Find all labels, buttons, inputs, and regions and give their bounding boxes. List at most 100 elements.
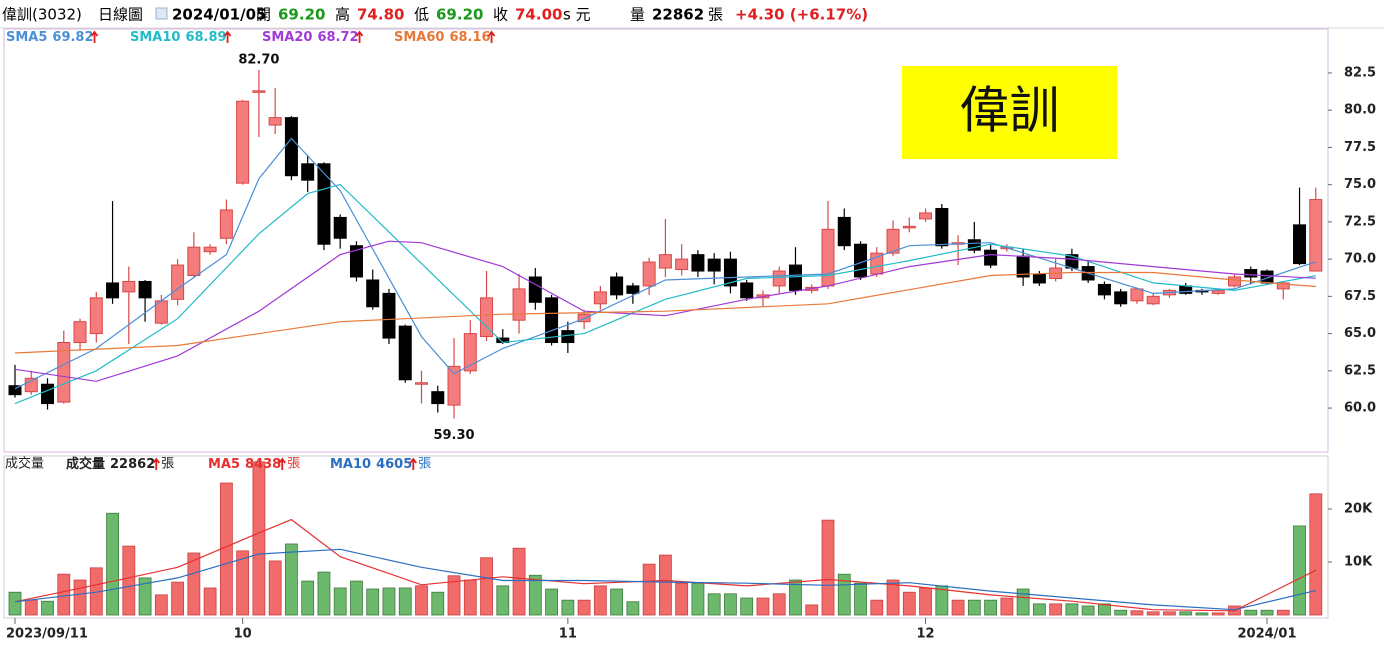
candle-body: [41, 383, 55, 405]
candle-body: [431, 391, 445, 405]
candle-body: [967, 239, 981, 251]
high-annotation: 82.70: [238, 52, 279, 67]
trend-arrow: [223, 30, 232, 43]
stock-name: 偉訓(3032): [2, 6, 82, 24]
volume-bar: [24, 599, 38, 616]
candle-body: [333, 216, 347, 239]
legend-unit: 張: [418, 457, 431, 472]
y-tick-label: 20K: [1344, 502, 1373, 517]
volume-bar: [41, 600, 54, 616]
candle-body: [707, 258, 721, 272]
period[interactable]: 日線圖: [98, 6, 143, 24]
candle-body: [284, 117, 298, 177]
legend-value: 68.72: [317, 30, 358, 45]
price-panel: [3, 28, 1329, 453]
legend-value: 69.82: [52, 30, 93, 45]
candle-body: [984, 249, 998, 266]
volume-bar: [73, 579, 87, 616]
legend-name: SMA60: [394, 30, 444, 45]
volume-bar: [1081, 605, 1095, 616]
volume-bar: [171, 581, 185, 616]
volume-bar: [577, 599, 591, 616]
volume-bar: [1065, 603, 1079, 616]
volume-bar: [57, 573, 71, 616]
volume-bar: [740, 597, 754, 616]
candle-body: [561, 330, 575, 344]
volume-bar: [1098, 603, 1111, 616]
currency: s 元: [563, 6, 591, 24]
stamp-text: 偉訓: [960, 82, 1060, 140]
volume-bar: [1130, 610, 1144, 616]
candle-body: [89, 297, 103, 335]
candle-body: [772, 270, 786, 287]
low-label: 低: [414, 6, 429, 24]
candle-body: [935, 207, 949, 247]
y-tick-label: 65.0: [1344, 326, 1376, 341]
trend-arrow: [90, 30, 99, 43]
candle-body: [610, 276, 624, 296]
volume-bar: [659, 554, 672, 616]
volume-bar: [626, 601, 640, 616]
volume-bar: [382, 587, 396, 616]
volume-bar: [8, 591, 22, 616]
volume-bar: [1195, 612, 1209, 616]
volume-bar: [285, 543, 298, 616]
volume-bar: [415, 585, 428, 616]
candle-body: [642, 261, 656, 287]
candle-body: [398, 325, 412, 381]
candle-body: [1309, 199, 1323, 272]
low-value: 69.20: [436, 6, 483, 24]
volume-bar: [561, 599, 575, 616]
volume-bar: [1163, 611, 1176, 616]
volume-bar: [1276, 609, 1290, 616]
volume-bar: [805, 604, 819, 616]
candle-body: [138, 280, 152, 299]
volume-bar: [1260, 609, 1274, 616]
volume-bar: [919, 587, 932, 616]
candle-body: [366, 279, 380, 308]
volume-bar: [236, 550, 250, 616]
checkbox-icon[interactable]: [155, 7, 168, 20]
volume-bar: [854, 582, 867, 616]
candle-body: [447, 365, 461, 406]
header-bar: [0, 0, 1384, 28]
ma-line: [14, 518, 1317, 612]
volume-value: 22862: [652, 6, 704, 24]
volume-bar: [902, 591, 916, 616]
candle-body: [236, 100, 250, 184]
candle-body: [821, 228, 835, 287]
candle-body: [317, 163, 331, 245]
volume-bar: [106, 512, 119, 616]
trend-arrow: [278, 457, 286, 470]
volume-bar: [951, 599, 965, 616]
y-tick-label: 62.5: [1344, 363, 1376, 378]
candle-body: [1146, 295, 1160, 305]
volume-bar: [496, 585, 510, 616]
volume-bar: [984, 599, 997, 616]
candle-body: [349, 245, 363, 278]
trend-arrow: [355, 30, 364, 43]
legend-value: 8438: [245, 457, 281, 472]
volume-bar: [203, 587, 217, 616]
volume-bar: [317, 571, 331, 616]
candle-body: [415, 382, 428, 385]
candle-body: [268, 117, 282, 126]
open-label: 開: [256, 6, 271, 24]
legend-unit: 張: [287, 457, 300, 472]
volume-bar: [1114, 609, 1128, 616]
volume-bar: [772, 593, 786, 616]
volume-bar: [1016, 588, 1030, 616]
legend-entry: SMA20 68.72: [262, 30, 359, 45]
trend-arrow: [152, 457, 160, 470]
x-tick-label: 10: [234, 627, 252, 642]
legend-entry: SMA5 69.82: [6, 30, 94, 45]
candle-body: [675, 258, 689, 271]
volume-bar: [398, 587, 412, 616]
legend-name: MA5: [208, 457, 240, 472]
y-tick-label: 75.0: [1344, 177, 1376, 192]
ma-line: [14, 240, 1316, 382]
trend-arrow: [487, 30, 496, 43]
x-tick-label: 12: [917, 627, 935, 642]
legend-value: 4605: [376, 457, 412, 472]
volume-bar: [268, 560, 282, 616]
